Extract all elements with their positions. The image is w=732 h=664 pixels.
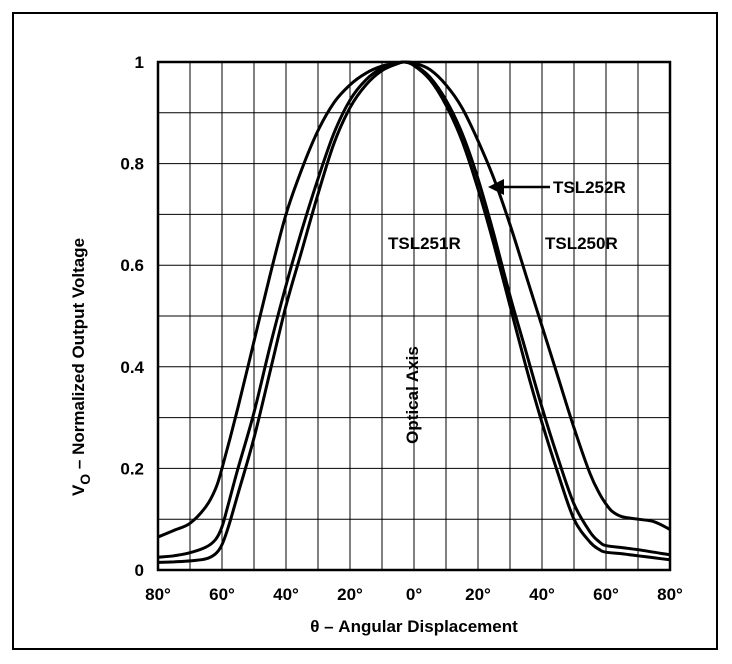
y-tick-label: 0.2 [120, 459, 144, 478]
x-tick-label: 60° [209, 585, 235, 604]
y-tick-label: 0.8 [120, 155, 144, 174]
x-tick-label: 80° [145, 585, 171, 604]
figure-frame [12, 12, 718, 650]
y-axis-label-subscript: O [77, 474, 93, 485]
tsl252r-arrow-head [488, 179, 504, 195]
y-tick-label: 1 [135, 53, 144, 72]
y-tick-label: 0 [135, 561, 144, 580]
y-axis-label: VO – Normalized Output Voltage [69, 238, 93, 496]
x-axis-label: θ – Angular Displacement [310, 617, 518, 636]
optical-axis-annotation: Optical Axis [403, 346, 422, 444]
tsl252r-annotation: TSL252R [553, 178, 626, 197]
x-tick-label: 0° [406, 585, 422, 604]
plot-border [156, 60, 672, 572]
x-tick-label: 20° [337, 585, 363, 604]
y-axis-label-main: V [69, 484, 88, 496]
y-axis-label-rest: – Normalized Output Voltage [69, 238, 88, 474]
x-tick-label: 40° [273, 585, 299, 604]
y-tick-label: 0.6 [120, 256, 144, 275]
y-tick-label: 0.4 [120, 358, 144, 377]
x-tick-label: 60° [593, 585, 619, 604]
x-tick-label: 20° [465, 585, 491, 604]
tick-labels: 80° 60° 40° 20° 0° 20° 40° 60° 80°00.20.40.60.81 [120, 53, 683, 604]
x-tick-label: 40° [529, 585, 555, 604]
tsl251r-annotation: TSL251R [388, 234, 461, 253]
x-tick-label: 80° [657, 585, 683, 604]
grid [157, 61, 671, 571]
tsl250r-annotation: TSL250R [545, 234, 618, 253]
